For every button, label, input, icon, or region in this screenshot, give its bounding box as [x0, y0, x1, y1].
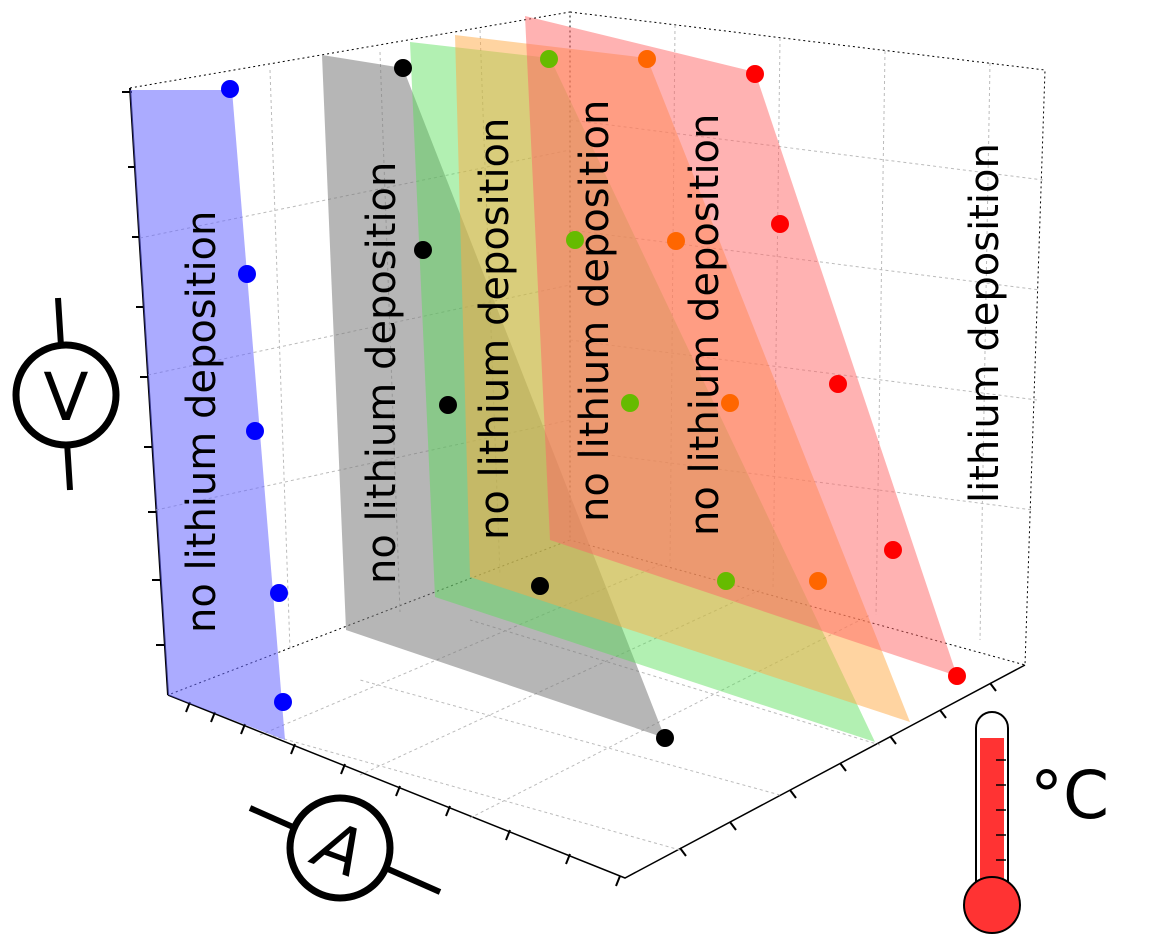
point-red-2: [771, 215, 789, 233]
point-red-3: [829, 375, 847, 393]
plane-blue: [130, 90, 285, 740]
point-orange-4: [809, 572, 827, 590]
region-labels: no lithium deposition no lithium deposit…: [179, 100, 1008, 633]
region-label-safe-5: no lithium deposition: [682, 114, 728, 536]
point-black-3: [439, 396, 457, 414]
floor-outline: [167, 664, 1026, 879]
region-label-safe-2: no lithium deposition: [359, 162, 405, 584]
point-blue-2: [238, 265, 256, 283]
point-blue-4: [270, 584, 288, 602]
voltmeter-icon: V: [12, 297, 120, 491]
point-red-4: [884, 541, 902, 559]
region-label-safe-4: no lithium deposition: [572, 100, 618, 522]
temperature-unit: °C: [1030, 757, 1109, 834]
region-label-unsafe: lithium deposition: [962, 143, 1008, 503]
thermometer-icon: [963, 711, 1021, 934]
tick-marks: [122, 91, 997, 887]
v-axis-symbol: V: [43, 359, 88, 436]
point-orange-2: [667, 232, 685, 250]
plane-red: [525, 16, 957, 676]
point-blue-5: [274, 693, 292, 711]
point-blue-3: [246, 422, 264, 440]
region-label-safe-1: no lithium deposition: [179, 211, 225, 633]
point-green-1: [540, 50, 558, 68]
ammeter-icon: A: [248, 794, 442, 902]
point-orange-1: [638, 50, 656, 68]
point-blue-1: [221, 80, 239, 98]
data-points: [221, 50, 966, 747]
point-green-4: [717, 572, 735, 590]
point-green-2: [566, 231, 584, 249]
region-label-safe-3: no lithium deposition: [472, 118, 518, 540]
point-green-3: [621, 394, 639, 412]
point-black-2: [414, 241, 432, 259]
right-wall-outline: [569, 11, 1046, 666]
point-black-5: [656, 729, 674, 747]
point-black-1: [394, 59, 412, 77]
boundary-planes: [130, 16, 957, 742]
point-orange-3: [721, 394, 739, 412]
point-red-1: [746, 65, 764, 83]
point-red-5: [948, 667, 966, 685]
point-black-4: [531, 577, 549, 595]
